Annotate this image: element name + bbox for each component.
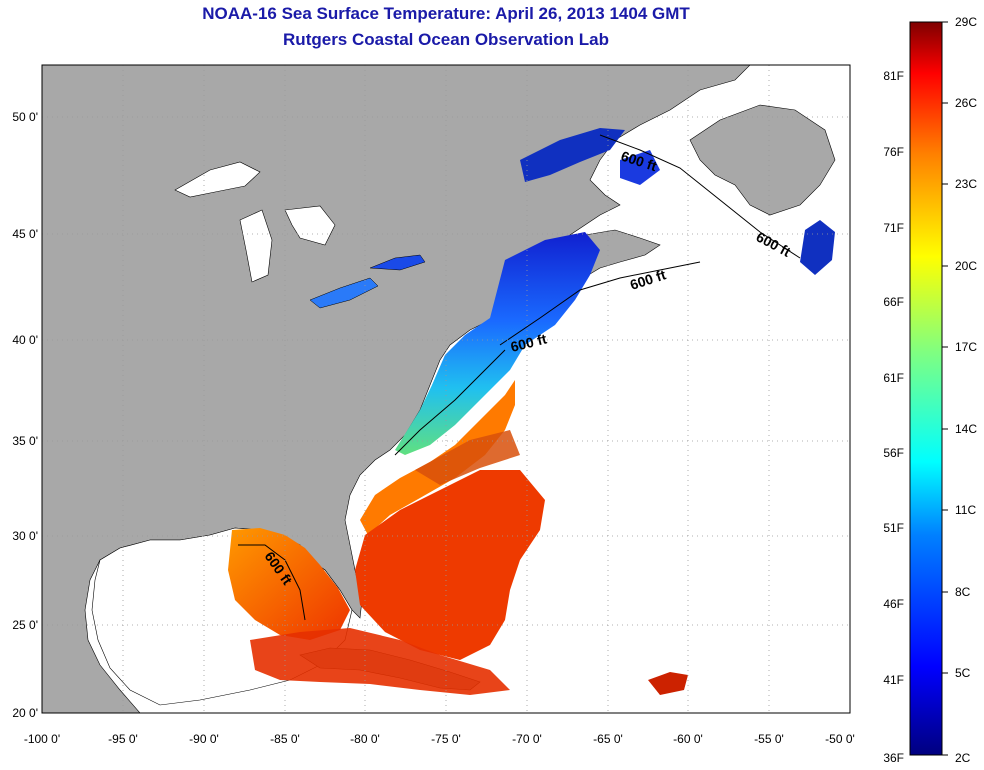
colorbar-ticks: [942, 21, 948, 756]
lat-tick: 20 0': [12, 706, 38, 720]
lon-tick: -95 0': [108, 732, 138, 746]
lat-tick: 25 0': [12, 618, 38, 632]
colorbar-f-label: 36F: [883, 751, 904, 765]
colorbar-f-label: 61F: [883, 371, 904, 385]
colorbar-celsius-labels: 29C 26C 23C 20C 17C 14C 11C 8C 5C 2C: [955, 15, 977, 765]
shelf-water: [395, 232, 600, 455]
lon-tick: -65 0': [593, 732, 623, 746]
contour-600ft: [238, 134, 801, 621]
colorbar-c-label: 23C: [955, 177, 977, 191]
lat-tick: 35 0': [12, 434, 38, 448]
lat-tick: 30 0': [12, 529, 38, 543]
gulf-stream: [360, 380, 515, 535]
lon-tick: -90 0': [189, 732, 219, 746]
colorbar-f-label: 71F: [883, 221, 904, 235]
colorbar-f-label: 46F: [883, 597, 904, 611]
lat-tick: 50 0': [12, 110, 38, 124]
colorbar-c-label: 26C: [955, 96, 977, 110]
colorbar-f-label: 51F: [883, 521, 904, 535]
colorbar-c-label: 5C: [955, 666, 971, 680]
lon-tick: -50 0': [825, 732, 855, 746]
colorbar-f-label: 56F: [883, 446, 904, 460]
newfoundland-land: [689, 104, 836, 216]
gulf-warm-water: [228, 528, 350, 640]
colorbar-c-label: 29C: [955, 15, 977, 29]
lon-axis: -100 0' -95 0' -90 0' -85 0' -80 0' -75 …: [24, 732, 855, 746]
colorbar-c-label: 17C: [955, 340, 977, 354]
colorbar-c-label: 14C: [955, 422, 977, 436]
lon-tick: -100 0': [24, 732, 60, 746]
lat-tick: 45 0': [12, 227, 38, 241]
colorbar-c-label: 11C: [955, 503, 976, 517]
colorbar-fahrenheit-labels: 81F 76F 71F 66F 61F 56F 51F 46F 41F 36F: [883, 69, 904, 765]
graticule: [42, 65, 850, 713]
lon-tick: -75 0': [431, 732, 461, 746]
map-frame: [41, 64, 851, 714]
colorbar: [909, 21, 943, 756]
lon-tick: -60 0': [673, 732, 703, 746]
colorbar-f-label: 66F: [883, 295, 904, 309]
colorbar-c-label: 8C: [955, 585, 971, 599]
lon-tick: -85 0': [270, 732, 300, 746]
map-title: NOAA-16 Sea Surface Temperature: April 2…: [202, 4, 690, 23]
lon-tick: -80 0': [350, 732, 380, 746]
map-subtitle: Rutgers Coastal Ocean Observation Lab: [283, 30, 609, 49]
lat-tick: 40 0': [12, 333, 38, 347]
colorbar-c-label: 20C: [955, 259, 977, 273]
colorbar-f-label: 76F: [883, 145, 904, 159]
colorbar-f-label: 41F: [883, 673, 904, 687]
colorbar-f-label: 81F: [883, 69, 904, 83]
lon-tick: -55 0': [754, 732, 784, 746]
lat-axis: 20 0' 25 0' 30 0' 35 0' 40 0' 45 0' 50 0…: [12, 110, 38, 720]
lon-tick: -70 0': [512, 732, 542, 746]
colorbar-c-label: 2C: [955, 751, 971, 765]
